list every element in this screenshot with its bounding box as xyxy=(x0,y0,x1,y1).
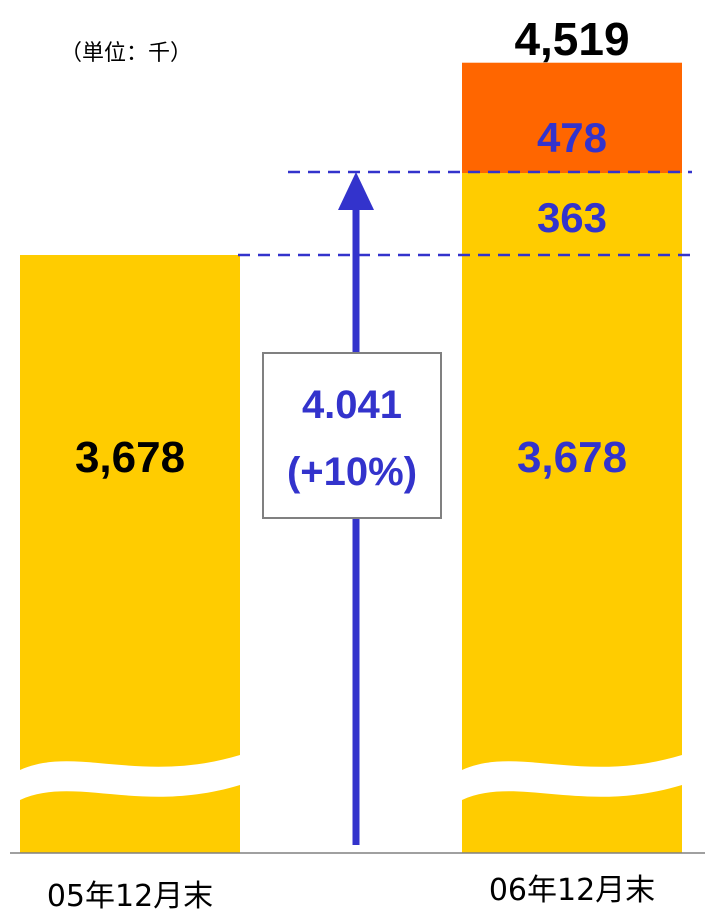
annotation-value: 4.041 xyxy=(302,383,402,427)
bar-06-growth-segment xyxy=(462,172,682,256)
annotation-change: (+10%) xyxy=(287,450,417,494)
data-label-06-total: 4,519 xyxy=(514,13,629,65)
unit-label: （単位：千） xyxy=(60,41,192,66)
bar-06-new-segment xyxy=(462,62,682,174)
axis-break-wave xyxy=(462,755,682,800)
bar-05-base xyxy=(20,255,240,853)
data-label-05-base: 3,678 xyxy=(75,433,185,482)
data-label-06-new: 478 xyxy=(537,114,607,161)
category-label-06: 06年12月末 xyxy=(489,873,655,908)
data-label-06-growth: 363 xyxy=(537,194,607,241)
growth-arrow-head xyxy=(338,172,374,210)
axis-break-wave xyxy=(20,755,240,800)
annotation-box xyxy=(262,352,442,519)
data-label-06-base: 3,678 xyxy=(517,433,627,482)
bar-06-base-segment xyxy=(462,255,682,853)
category-label-05: 05年12月末 xyxy=(47,879,213,914)
